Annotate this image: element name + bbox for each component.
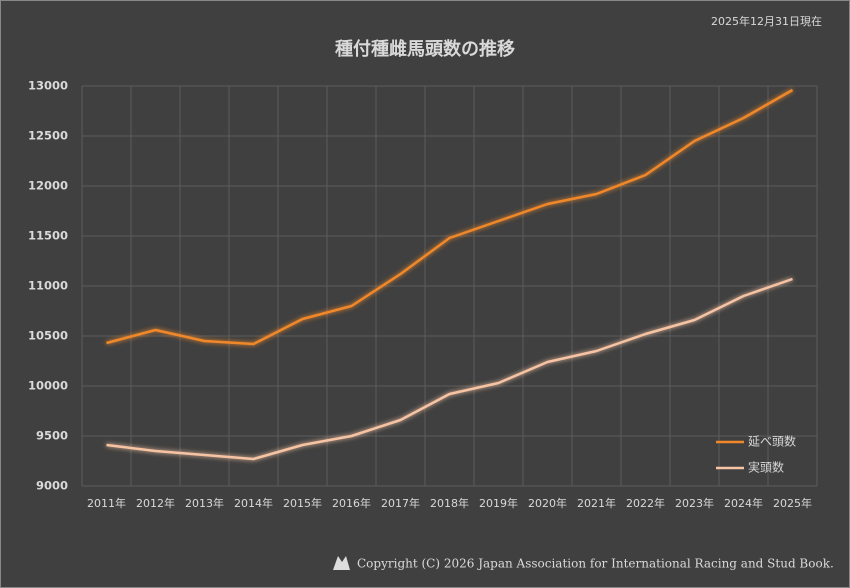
legend-label: 実頭数 — [748, 460, 784, 475]
x-tick-label: 2013年 — [185, 496, 224, 510]
note: 2025年12月31日現在 — [711, 14, 822, 28]
x-tick-label: 2024年 — [724, 496, 763, 510]
series-line — [106, 277, 793, 461]
y-tick-label: 9000 — [36, 479, 68, 493]
y-tick-label: 10000 — [28, 379, 68, 393]
series-line — [106, 88, 794, 346]
x-tick-label: 2020年 — [528, 496, 567, 510]
x-tick-label: 2016年 — [332, 496, 371, 510]
x-tick-label: 2014年 — [234, 496, 273, 510]
y-tick-label: 10500 — [28, 329, 68, 343]
x-tick-label: 2015年 — [283, 496, 322, 510]
x-tick-label: 2011年 — [87, 496, 126, 510]
legend-label: 延べ頭数 — [748, 434, 796, 449]
x-tick-label: 2023年 — [675, 496, 714, 510]
x-tick-label: 2018年 — [430, 496, 469, 510]
footer-logo — [333, 556, 350, 570]
x-tick-label: 2025年 — [773, 496, 812, 510]
y-tick-label: 12000 — [28, 179, 68, 193]
chart-title: 種付種雌馬頭数の推移 — [335, 38, 515, 60]
x-tick-label: 2012年 — [136, 496, 175, 510]
x-tick-label: 2022年 — [626, 496, 665, 510]
footer: Copyright (C) 2026 Japan Association for… — [357, 557, 834, 571]
y-tick-label: 11500 — [28, 229, 68, 243]
y-tick-label: 13000 — [28, 79, 68, 93]
x-tick-label: 2017年 — [381, 496, 420, 510]
y-tick-label: 12500 — [28, 129, 68, 143]
y-tick-label: 11000 — [28, 279, 68, 293]
y-tick-label: 9500 — [36, 429, 68, 443]
x-tick-label: 2019年 — [479, 496, 518, 510]
x-tick-label: 2021年 — [577, 496, 616, 510]
